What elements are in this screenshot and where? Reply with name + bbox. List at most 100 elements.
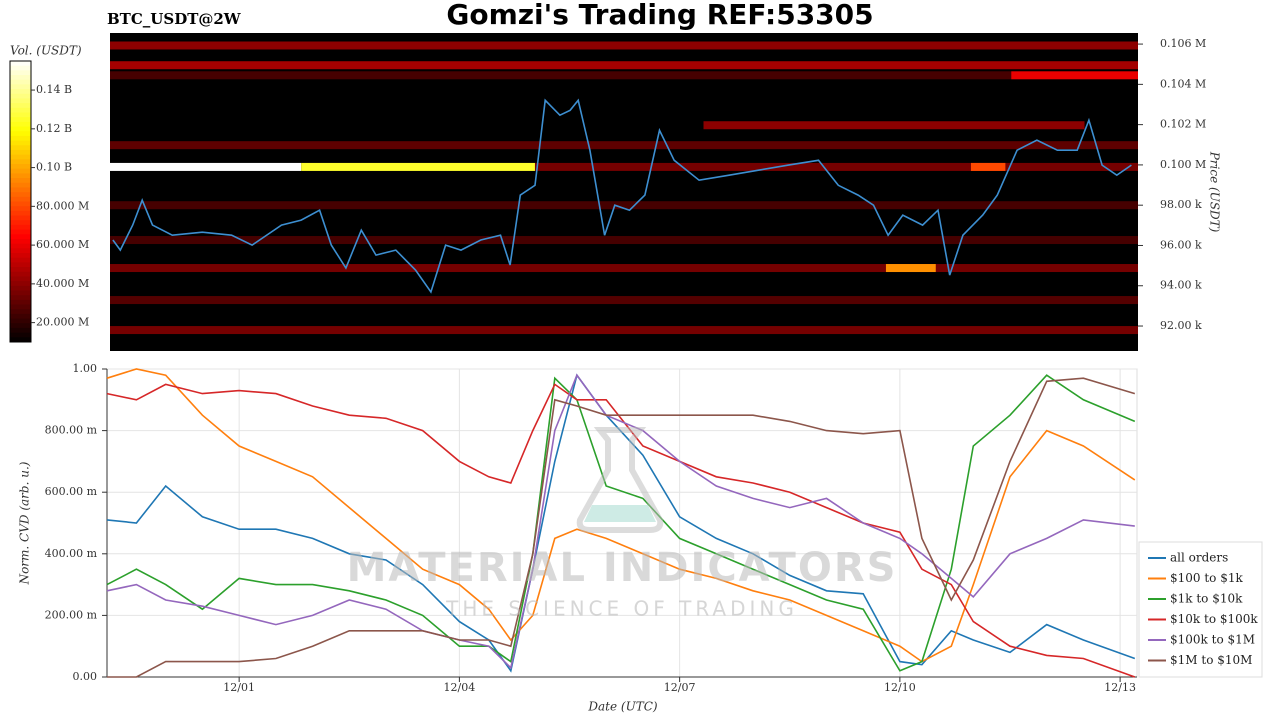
colorbar: 20.000 M 40.000 M 60.000 M 80.000 M 0.10 B 0.… xyxy=(9,60,89,343)
y-tick-label: 98.00 k xyxy=(1160,198,1202,211)
watermark-title: MATERIAL INDICATORS xyxy=(347,545,898,591)
heat-band xyxy=(110,236,1138,245)
colorbar-slice xyxy=(10,318,31,324)
colorbar-slice xyxy=(10,70,31,76)
chart-title: Gomzi's Trading REF:53305 xyxy=(446,0,873,31)
colorbar-tick-label: 20.000 M xyxy=(36,316,89,329)
colorbar-tick-label: 0.12 B xyxy=(36,122,72,135)
y-tick-label: 96.00 k xyxy=(1160,238,1202,251)
cvd-line xyxy=(106,368,1136,663)
colorbar-slice xyxy=(10,229,31,235)
y-tick-label: 200.00 m xyxy=(45,608,98,621)
heat-band xyxy=(110,41,1138,50)
colorbar-slice xyxy=(10,117,31,123)
y-tick-label: 0.00 xyxy=(73,670,98,683)
colorbar-slice xyxy=(10,281,31,287)
heat-band xyxy=(703,121,1085,130)
x-tick-label: 12/13 xyxy=(1104,681,1136,694)
colorbar-slice xyxy=(10,304,31,310)
cvd-line xyxy=(106,383,1136,678)
colorbar-slice xyxy=(10,210,31,217)
colorbar-slice xyxy=(10,243,31,249)
colorbar-slice xyxy=(10,192,31,198)
watermark-liquid xyxy=(584,505,656,522)
heat-band xyxy=(970,162,1006,171)
heat-band xyxy=(110,71,1012,80)
colorbar-slice xyxy=(10,323,31,329)
heat-band xyxy=(1011,71,1138,80)
y-tick-label: 800.00 m xyxy=(45,424,98,437)
colorbar-slice xyxy=(10,299,31,306)
chart-subtitle: BTC_USDT@2W xyxy=(107,10,242,28)
colorbar-slice xyxy=(10,131,31,137)
colorbar-slice xyxy=(10,215,31,221)
legend-label: $100k to $1M xyxy=(1170,633,1255,647)
colorbar-slice xyxy=(10,61,31,67)
colorbar-slice xyxy=(10,309,31,315)
colorbar-slice xyxy=(10,285,31,291)
heat-band xyxy=(110,296,1138,305)
colorbar-slice xyxy=(10,267,31,273)
price-line xyxy=(112,98,1132,294)
colorbar-tick-label: 40.000 M xyxy=(36,277,89,290)
y-tick-label: 600.00 m xyxy=(45,485,98,498)
colorbar-slice xyxy=(10,159,31,165)
y-tick-label: 92.00 k xyxy=(1160,319,1202,332)
colorbar-slice xyxy=(10,313,31,320)
colorbar-slice xyxy=(10,164,31,170)
colorbar-label: Vol. (USDT) xyxy=(10,44,82,58)
colorbar-slice xyxy=(10,93,31,99)
x-tick-label: 12/04 xyxy=(444,681,476,694)
cvd-line xyxy=(107,377,1136,678)
colorbar-slice xyxy=(10,276,31,282)
colorbar-tick-label: 60.000 M xyxy=(36,238,89,251)
legend-box xyxy=(1138,541,1263,678)
y-axis-label: Price (USDT) xyxy=(1208,151,1222,233)
colorbar-tick-label: 0.10 B xyxy=(36,161,72,174)
colorbar-slice xyxy=(10,182,31,188)
colorbar-frame xyxy=(9,60,32,343)
heat-band xyxy=(110,141,1138,150)
colorbar-slice xyxy=(10,145,31,151)
heat-band xyxy=(110,162,302,171)
colorbar-slice xyxy=(10,178,31,184)
colorbar-slice xyxy=(10,295,31,301)
colorbar-slice xyxy=(10,89,31,95)
watermark-subtitle: THE SCIENCE OF TRADING xyxy=(445,597,798,621)
y-tick-label: 0.100 M xyxy=(1160,158,1206,171)
x-axis-label: Date (UTC) xyxy=(587,700,657,714)
colorbar-slice xyxy=(10,112,31,118)
colorbar-slice xyxy=(10,140,31,146)
watermark xyxy=(576,427,664,533)
heat-band xyxy=(110,264,1138,273)
heat-band xyxy=(534,162,1138,171)
colorbar-slice xyxy=(10,257,31,263)
colorbar-slice xyxy=(10,103,31,109)
cvd-line xyxy=(106,373,1135,670)
colorbar-slice xyxy=(10,238,31,245)
colorbar-slice xyxy=(10,253,31,259)
colorbar-slice xyxy=(10,262,31,268)
colorbar-slice xyxy=(10,206,31,212)
colorbar-slice xyxy=(10,327,31,334)
colorbar-slice xyxy=(10,220,31,226)
y-tick-label: 0.104 M xyxy=(1160,77,1206,90)
heat-band xyxy=(301,162,535,171)
colorbar-tick-label: 0.14 B xyxy=(36,83,72,96)
heat-band xyxy=(110,201,1138,210)
x-tick-label: 12/10 xyxy=(884,681,916,694)
colorbar-slice xyxy=(10,154,31,160)
x-tick-label: 12/07 xyxy=(664,681,696,694)
y-tick-label: 1.00 xyxy=(73,362,98,375)
colorbar-slice xyxy=(10,234,31,240)
x-tick-label: 12/01 xyxy=(223,681,255,694)
colorbar-slice xyxy=(10,290,31,296)
colorbar-slice xyxy=(10,271,31,277)
heatmap xyxy=(110,41,1138,335)
legend-label: $10k to $100k xyxy=(1170,612,1258,626)
y-tick-label: 400.00 m xyxy=(45,547,98,560)
colorbar-slice xyxy=(10,65,31,71)
heat-band xyxy=(110,326,1138,335)
colorbar-slice xyxy=(10,187,31,193)
